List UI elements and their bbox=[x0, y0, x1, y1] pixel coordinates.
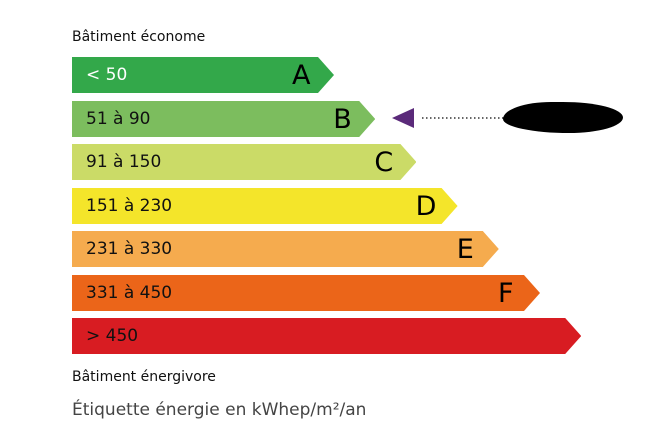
bar-shape bbox=[72, 274, 540, 311]
class-letter: C bbox=[374, 147, 394, 178]
range-label: 91 à 150 bbox=[86, 152, 162, 172]
class-letter: E bbox=[456, 234, 474, 265]
class-bar-c: 91 à 150 C bbox=[72, 144, 417, 180]
range-label: 151 à 230 bbox=[86, 195, 173, 216]
bar-shape bbox=[72, 187, 458, 224]
unit-label: Étiquette énergie en kWhep/m²/an bbox=[72, 400, 367, 420]
range-label: < 50 bbox=[86, 65, 128, 85]
range-label: 51 à 90 bbox=[86, 108, 151, 129]
bar-shape bbox=[72, 57, 334, 93]
bar-shape bbox=[72, 144, 417, 180]
class-bar-d: 151 à 230 D bbox=[72, 187, 458, 224]
class-bar-a: < 50 A bbox=[72, 57, 334, 93]
bar-shape bbox=[72, 100, 376, 137]
class-letter: B bbox=[333, 103, 352, 135]
bar-shape bbox=[72, 318, 582, 354]
range-label: > 450 bbox=[86, 326, 139, 346]
class-bar-e: 231 à 330 E bbox=[72, 231, 499, 267]
header-label: Bâtiment économe bbox=[72, 29, 206, 45]
redacted-value bbox=[503, 102, 623, 133]
class-bar-g: > 450 bbox=[72, 318, 582, 354]
bar-shape bbox=[72, 231, 499, 267]
range-label: 231 à 330 bbox=[86, 239, 173, 259]
class-bar-f: 331 à 450 F bbox=[72, 274, 540, 311]
class-indicator bbox=[392, 108, 512, 132]
class-bar-b: 51 à 90 B bbox=[72, 100, 376, 137]
footer-label: Bâtiment énergivore bbox=[72, 369, 216, 385]
class-letter: F bbox=[498, 277, 514, 309]
indicator-arrow-icon bbox=[392, 108, 504, 128]
class-letter: D bbox=[415, 190, 437, 222]
range-label: 331 à 450 bbox=[86, 282, 173, 303]
class-letter: A bbox=[292, 60, 311, 91]
